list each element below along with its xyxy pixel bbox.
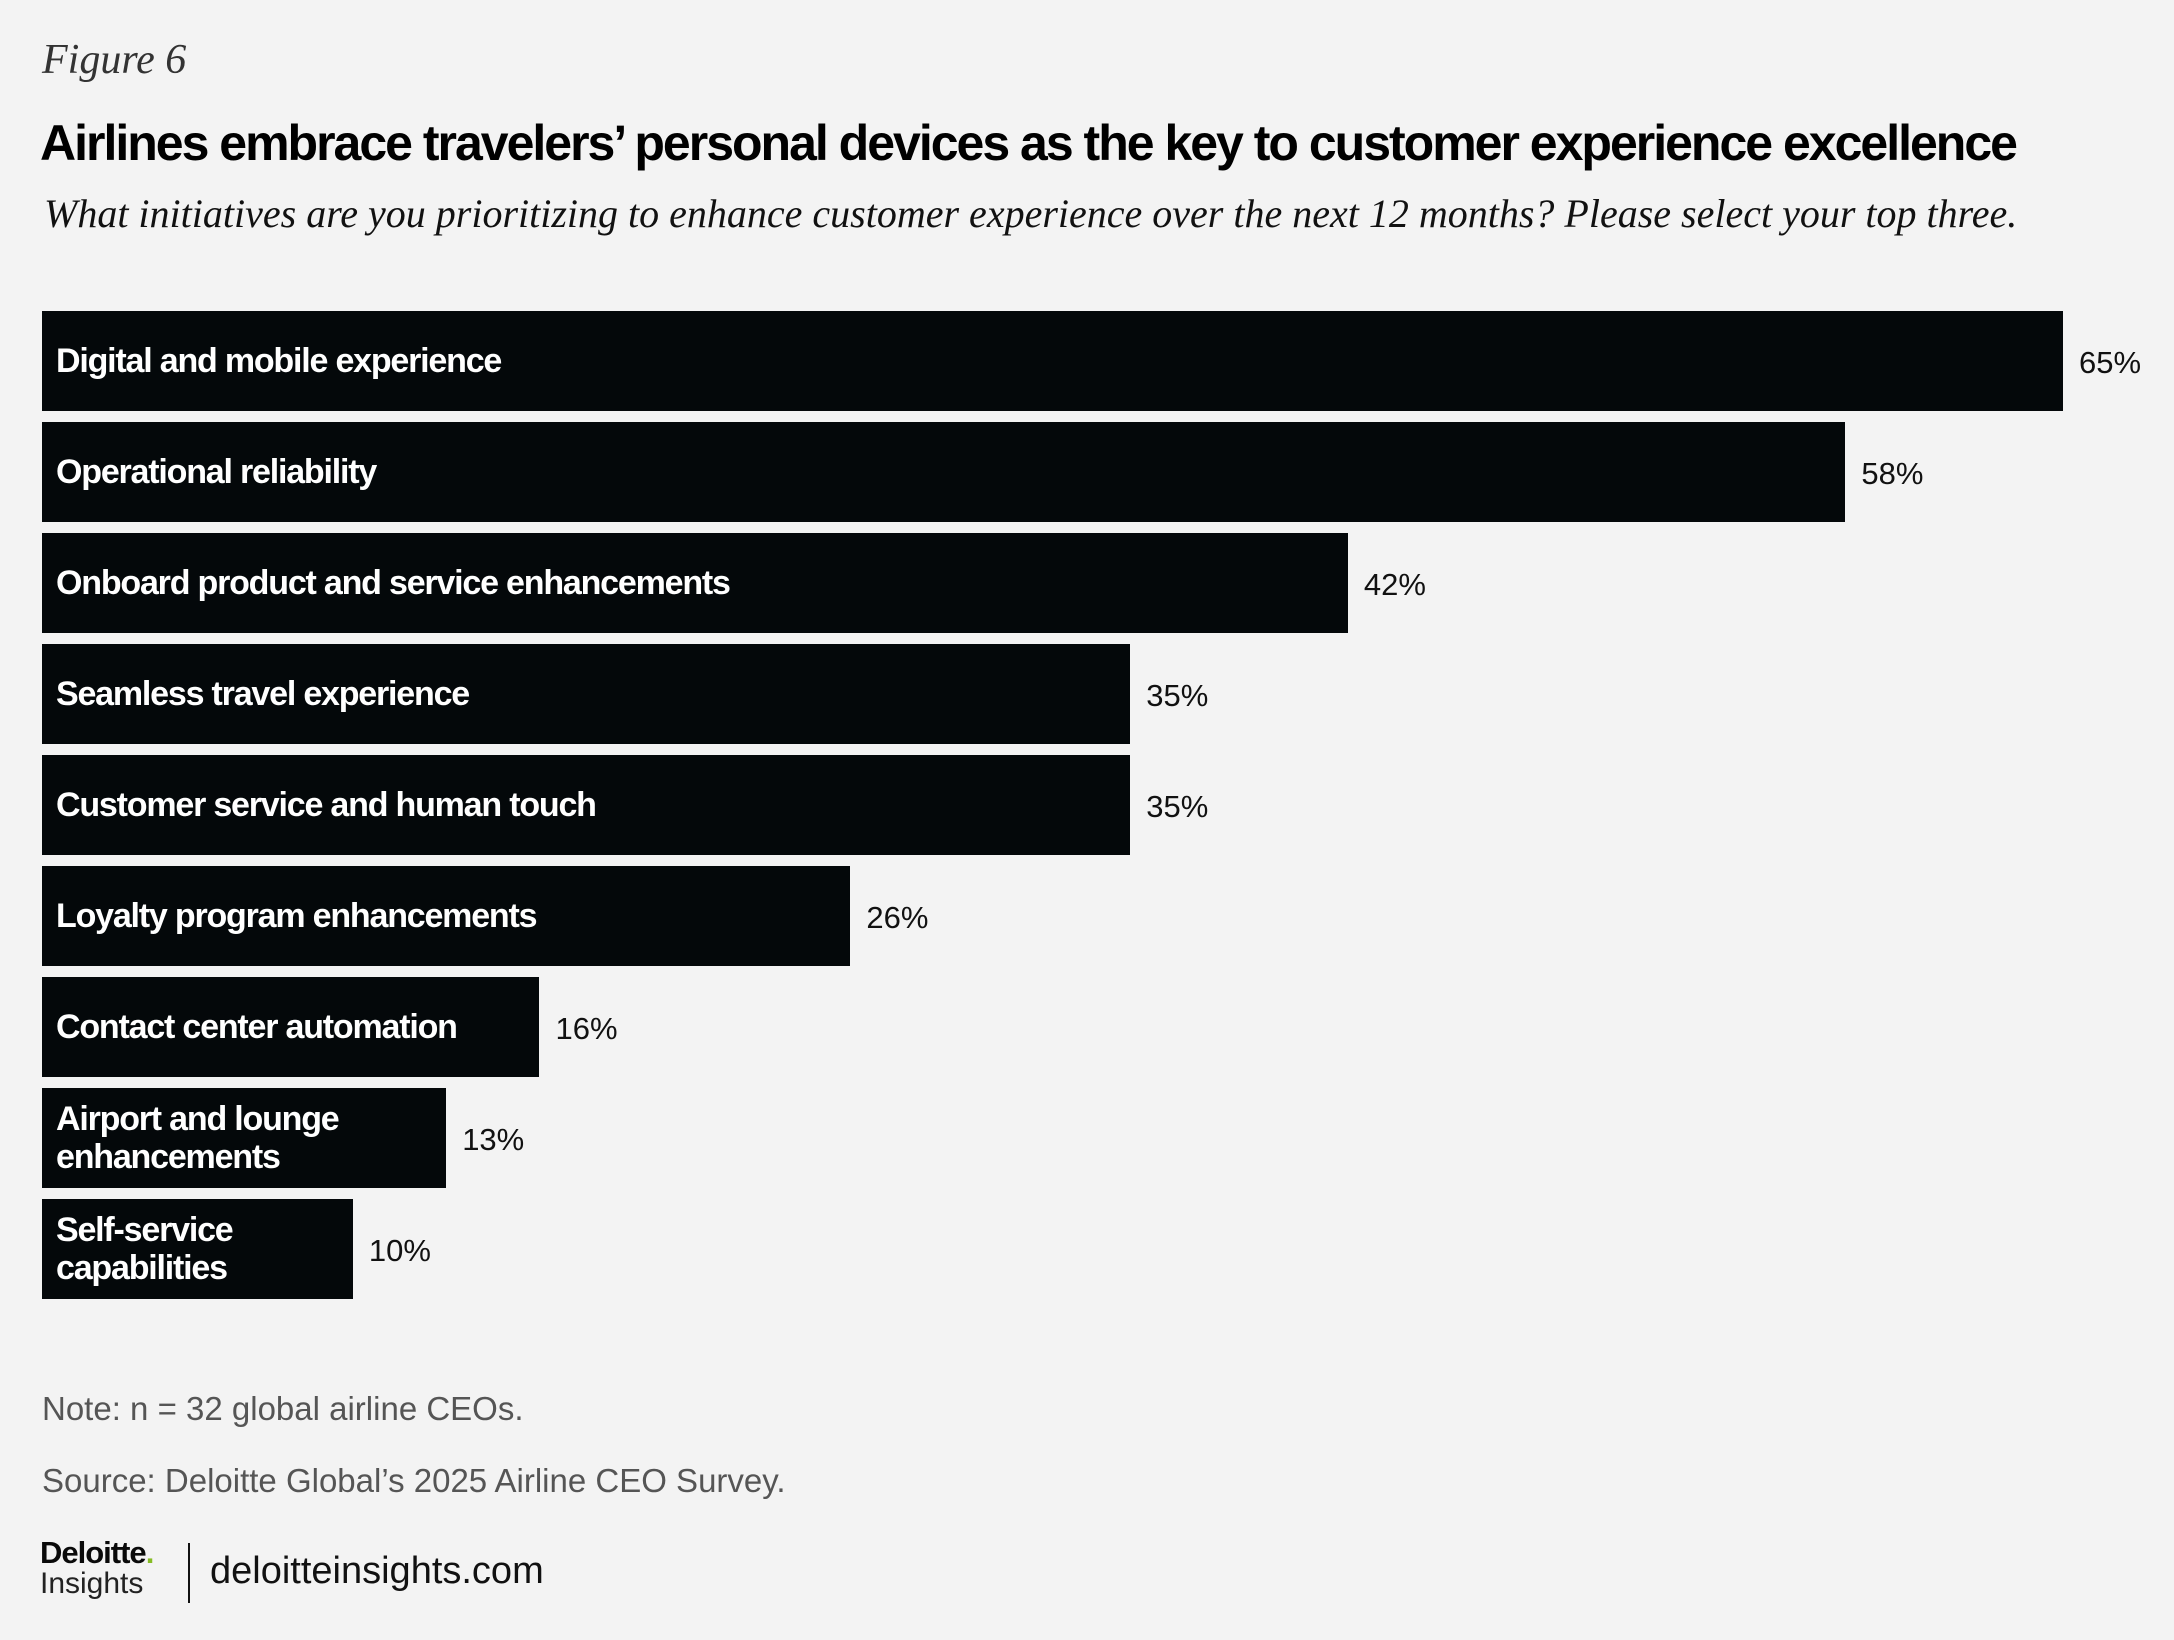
logo-dot: . (145, 1535, 155, 1570)
figure-label: Figure 6 (42, 37, 187, 83)
bar-label: Self-service capabilities (56, 1211, 234, 1287)
bar-3: Seamless travel experience (42, 644, 1131, 744)
value-label: 35% (1146, 678, 1209, 713)
deloitte-insights-logo: Deloitte. Insights (40, 1535, 155, 1600)
bar-2: Onboard product and service enhancements (42, 533, 1348, 633)
bar-6: Contact center automation (42, 977, 540, 1077)
logo-insights: Insights (40, 1567, 144, 1600)
chart-title: Airlines embrace travelers’ personal dev… (40, 115, 2018, 171)
bar-chart: Digital and mobile experience 65% Operatio… (42, 311, 2142, 1299)
logo-divider (188, 1543, 190, 1603)
bar-5: Loyalty program enhancements (42, 866, 851, 966)
bar-label: Operational reliability (56, 453, 377, 491)
value-label: 65% (2079, 345, 2142, 380)
bar-label: Onboard product and service enhancements (56, 564, 731, 602)
bar-label: Customer service and human touch (56, 786, 597, 824)
website-link[interactable]: deloitteinsights.com (210, 1550, 544, 1592)
value-label: 42% (1363, 567, 1426, 602)
source: Source: Deloitte Global’s 2025 Airline C… (42, 1462, 786, 1499)
bar-label: Contact center automation (56, 1008, 458, 1046)
value-label: 13% (462, 1122, 525, 1157)
value-label: 10% (368, 1233, 431, 1268)
note: Note: n = 32 global airline CEOs. (42, 1390, 524, 1427)
value-label: 26% (866, 900, 929, 935)
bar-label: Airport and lounge enhancements (56, 1100, 340, 1176)
chart-subtitle: What initiatives are you prioritizing to… (44, 191, 2018, 236)
bar-label: Digital and mobile experience (56, 342, 502, 380)
bar-1: Operational reliability (42, 422, 1846, 522)
value-label: 35% (1146, 789, 1209, 824)
bar-8: Self-service capabilities (42, 1199, 353, 1299)
bar-label: Seamless travel experience (56, 675, 470, 713)
bar-7: Airport and lounge enhancements (42, 1088, 447, 1188)
value-label: 58% (1861, 456, 1924, 491)
bar-label: Loyalty program enhancements (56, 897, 538, 935)
logo-deloitte: Deloitte (40, 1535, 147, 1570)
bar-0: Digital and mobile experience (42, 311, 2063, 411)
value-label: 16% (555, 1011, 618, 1046)
bar-4: Customer service and human touch (42, 755, 1131, 855)
